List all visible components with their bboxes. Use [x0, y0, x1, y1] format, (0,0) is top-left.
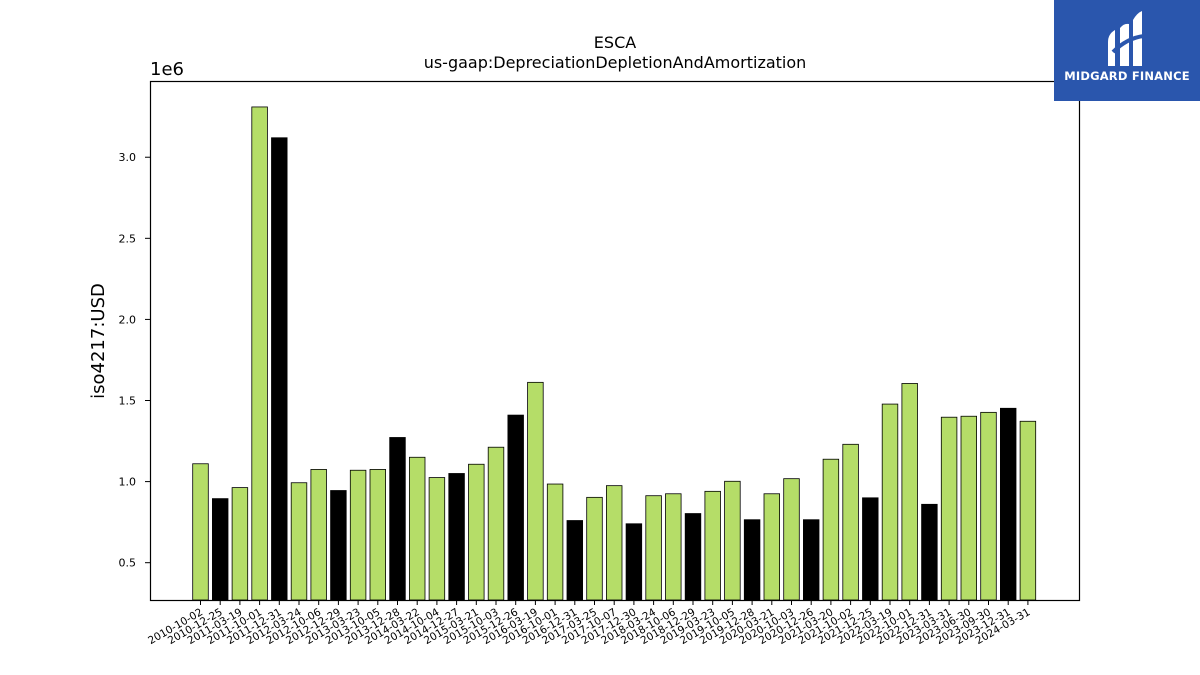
- bar-2011-12-31: [271, 137, 288, 601]
- bar-2011-03-19: [231, 487, 249, 601]
- bar-2010-12-25: [211, 498, 229, 601]
- bar-2011-10-01: [251, 106, 268, 601]
- bar-2013-10-05: [369, 469, 387, 601]
- bar-2015-12-26: [507, 414, 524, 601]
- y-tick-label: 2.5: [119, 232, 137, 245]
- y-tick-label: 3.0: [119, 151, 137, 164]
- bar-2019-10-05: [724, 480, 741, 601]
- bars-group: [192, 106, 1037, 601]
- bar-2017-03-25: [586, 496, 603, 601]
- bar-2018-10-06: [665, 493, 682, 601]
- bar-2015-10-03: [487, 446, 505, 601]
- chart-title: ESCA: [594, 33, 636, 52]
- bar-2019-03-23: [704, 490, 721, 601]
- bar-2022-10-01: [901, 383, 918, 601]
- bar-2016-03-19: [527, 381, 544, 601]
- bar-2019-12-28: [743, 519, 761, 601]
- bar-2015-03-21: [468, 463, 485, 601]
- y-axis-offset-label: 1e6: [150, 59, 184, 80]
- bar-2021-10-02: [842, 443, 859, 601]
- chart-subtitle: us-gaap:DepreciationDepletionAndAmortiza…: [424, 53, 807, 72]
- bar-2020-10-03: [783, 478, 800, 601]
- bar-2012-03-24: [290, 482, 308, 601]
- x-axis-ticks: 2010-10-022010-12-252011-03-192011-10-01…: [146, 600, 1032, 647]
- watermark-text: MIDGARD FINANCE: [1064, 69, 1190, 83]
- bar-2013-03-23: [349, 469, 367, 601]
- y-tick-label: 0.5: [119, 557, 137, 570]
- bar-2014-10-04: [428, 477, 446, 601]
- bar-2010-10-02: [192, 463, 209, 601]
- bar-2021-03-20: [822, 458, 840, 601]
- bar-2013-12-28: [389, 437, 406, 601]
- bar-2022-12-31: [921, 503, 938, 601]
- bar-2023-09-30: [980, 411, 997, 601]
- bar-2017-10-07: [606, 485, 623, 601]
- bar-2012-10-06: [310, 469, 327, 601]
- bar-2017-12-30: [625, 523, 643, 601]
- bar-2023-03-31: [940, 416, 958, 601]
- y-axis-label: iso4217:USD: [88, 283, 109, 399]
- bar-2018-03-24: [645, 495, 662, 601]
- bar-2020-03-21: [763, 493, 781, 601]
- y-tick-label: 1.5: [119, 395, 137, 408]
- bar-2016-12-31: [566, 520, 584, 601]
- bar-2014-03-22: [408, 456, 426, 601]
- y-tick-label: 1.0: [119, 476, 137, 489]
- bar-2023-06-30: [960, 415, 978, 601]
- bar-2020-12-26: [803, 519, 820, 601]
- y-tick-label: 2.0: [119, 313, 137, 326]
- y-axis-ticks: 0.5 1.0 1.5 2.0 2.5 3.0: [119, 151, 150, 570]
- bar-2014-12-27: [448, 473, 465, 601]
- midgard-logo-icon: [1108, 11, 1145, 66]
- plot-frame: [149, 80, 1081, 602]
- bar-2023-12-31: [1000, 407, 1017, 601]
- bar-2018-12-29: [684, 513, 702, 601]
- bar-2012-12-29: [330, 490, 347, 601]
- bar-2021-12-25: [862, 497, 879, 601]
- bar-2024-03-31: [1019, 420, 1037, 601]
- bar-2016-10-01: [546, 483, 564, 601]
- bar-2022-03-19: [881, 403, 899, 601]
- midgard-finance-logo: MIDGARD FINANCE: [1054, 0, 1200, 101]
